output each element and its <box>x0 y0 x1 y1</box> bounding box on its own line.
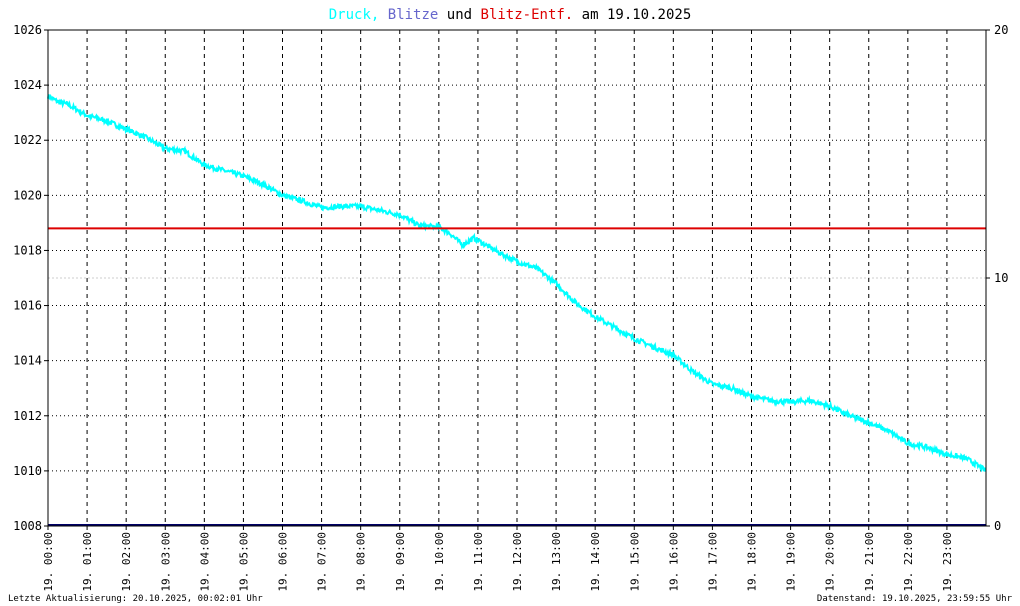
y-left-tick-label: 1022 <box>13 133 42 147</box>
x-tick-label: 19. 21:00 <box>863 532 876 592</box>
y-left-tick-label: 1026 <box>13 23 42 37</box>
x-tick-label: 19. 16:00 <box>667 532 680 592</box>
title-date: am 19.10.2025 <box>582 7 692 23</box>
footer-last-update: Letzte Aktualisierung: 20.10.2025, 00:02… <box>8 594 263 604</box>
x-tick-label: 19. 00:00 <box>42 532 55 592</box>
x-tick-label: 19. 20:00 <box>824 532 837 592</box>
x-tick-label: 19. 04:00 <box>198 532 211 592</box>
y-left-tick-label: 1012 <box>13 409 42 423</box>
x-tick-label: 19. 02:00 <box>120 532 133 592</box>
series-druck-line <box>47 93 987 473</box>
x-tick-label: 19. 18:00 <box>746 532 759 592</box>
series-layer <box>47 93 987 526</box>
y-left-tick-label: 1020 <box>13 188 42 202</box>
y-left-tick-label: 1010 <box>13 464 42 478</box>
y-axis-right: 0 10 20 <box>986 23 1008 533</box>
x-tick-label: 19. 10:00 <box>433 532 446 592</box>
y-right-tick-label: 20 <box>994 23 1008 37</box>
x-axis: 19. 00:00 19. 01:00 19. 02:00 19. 03:00 19. … <box>42 526 954 592</box>
grid-lines <box>48 30 986 526</box>
x-tick-label: 19. 22:00 <box>902 532 915 592</box>
x-tick-label: 19. 23:00 <box>941 532 954 592</box>
x-tick-label: 19. 05:00 <box>237 532 250 592</box>
title-blitz-entf: Blitz-Entf. <box>481 7 574 23</box>
x-tick-label: 19. 03:00 <box>159 532 172 592</box>
x-tick-label: 19. 17:00 <box>706 532 719 592</box>
y-left-tick-label: 1014 <box>13 354 42 368</box>
x-tick-label: 19. 13:00 <box>550 532 563 592</box>
x-tick-label: 19. 06:00 <box>277 532 290 592</box>
y-axis-left: 1008 1010 1012 1014 1016 1018 1020 1022 1024 1026 <box>13 23 48 533</box>
x-tick-label: 19. 11:00 <box>472 532 485 592</box>
y-right-tick-label: 10 <box>994 271 1008 285</box>
x-tick-label: 19. 19:00 <box>785 532 798 592</box>
x-tick-label: 19. 15:00 <box>628 532 641 592</box>
y-left-tick-label: 1018 <box>13 243 42 257</box>
title-druck: Druck, <box>329 7 380 23</box>
footer-data-status: Datenstand: 19.10.2025, 23:59:55 Uhr <box>817 594 1013 604</box>
x-tick-label: 19. 01:00 <box>81 532 94 592</box>
x-tick-label: 19. 09:00 <box>394 532 407 592</box>
x-tick-label: 19. 08:00 <box>355 532 368 592</box>
y-left-tick-label: 1008 <box>13 519 42 533</box>
title-blitze: Blitze <box>388 7 439 23</box>
x-tick-label: 19. 07:00 <box>316 532 329 592</box>
title-und: und <box>447 7 472 23</box>
y-right-tick-label: 0 <box>994 519 1001 533</box>
y-left-tick-label: 1016 <box>13 299 42 313</box>
x-tick-label: 19. 12:00 <box>511 532 524 592</box>
chart-title: Druck, Blitze und Blitz-Entf. am 19.10.2… <box>329 7 692 23</box>
y-left-tick-label: 1024 <box>13 78 42 92</box>
x-tick-label: 19. 14:00 <box>589 532 602 592</box>
